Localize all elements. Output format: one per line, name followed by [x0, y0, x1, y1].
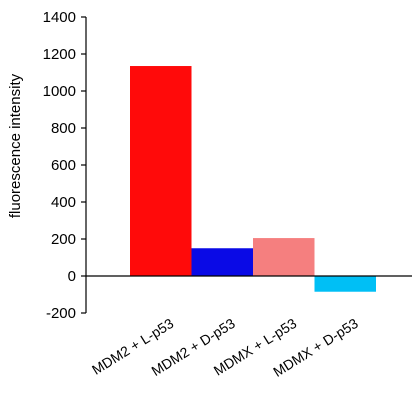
bar: [191, 248, 253, 276]
y-tick-label: -200: [46, 305, 76, 322]
y-tick-label: 1400: [43, 9, 76, 26]
y-axis: -200 0 200 400 600 800 1000 1200 1400: [43, 9, 87, 322]
y-tick-label: 0: [68, 268, 76, 285]
y-tick-label: 600: [51, 157, 76, 174]
y-axis-label: fluorescence intensity: [7, 73, 24, 218]
bars: [130, 66, 376, 292]
y-tick-label: 1200: [43, 46, 76, 63]
bar: [314, 276, 376, 292]
bar: [130, 66, 192, 277]
bar: [253, 238, 315, 276]
y-tick-label: 1000: [43, 83, 76, 100]
y-tick-label: 400: [51, 194, 76, 211]
y-tick-label: 200: [51, 231, 76, 248]
y-tick-label: 800: [51, 120, 76, 137]
